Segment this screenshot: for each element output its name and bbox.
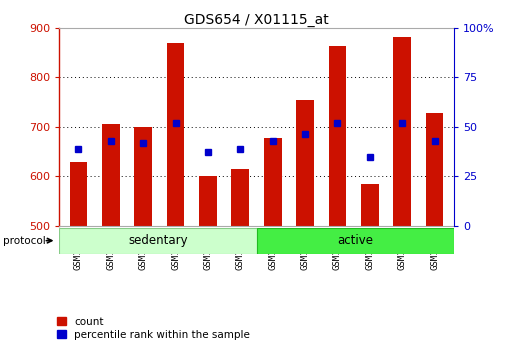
Bar	[231, 169, 249, 226]
Bar	[426, 113, 443, 226]
Text: active: active	[337, 234, 373, 247]
Bar	[264, 138, 282, 226]
Bar	[199, 176, 217, 226]
Legend: count, percentile rank within the sample: count, percentile rank within the sample	[56, 317, 250, 340]
Text: protocol: protocol	[3, 236, 45, 246]
Bar	[70, 161, 87, 226]
Bar	[134, 127, 152, 226]
Bar	[102, 124, 120, 226]
Bar	[296, 99, 314, 226]
Bar	[167, 43, 185, 226]
Title: GDS654 / X01115_at: GDS654 / X01115_at	[184, 12, 329, 27]
Text: sedentary: sedentary	[128, 234, 188, 247]
Bar	[59, 228, 256, 254]
Bar	[256, 228, 454, 254]
Bar	[361, 184, 379, 226]
Bar	[393, 37, 411, 226]
Bar	[328, 47, 346, 226]
